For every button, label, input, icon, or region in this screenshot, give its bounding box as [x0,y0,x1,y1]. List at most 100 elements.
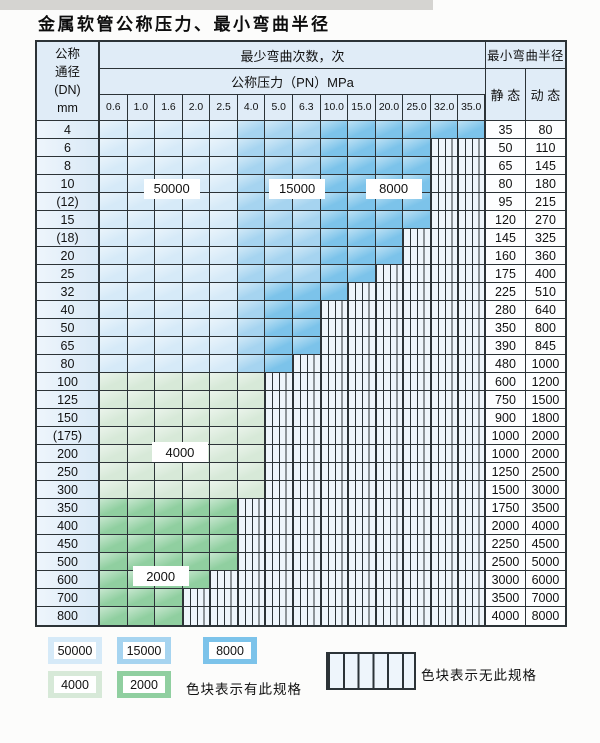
no-spec-cell [430,553,459,571]
spec-cell [100,157,128,175]
no-spec-cell [320,553,349,571]
pressure-tick: 0.6 [100,95,128,121]
no-spec-cell [430,139,459,157]
no-spec-cell [348,445,376,463]
spec-cell [403,121,431,139]
no-spec-cell [430,157,459,175]
no-spec-cell [458,337,486,355]
spec-cell [403,157,431,175]
no-spec-cell [375,463,404,481]
spec-cell [265,355,293,373]
spec-cell [403,211,431,229]
spec-cell [210,391,238,409]
spec-cell [182,157,211,175]
dn-cell: 80 [37,355,100,373]
spec-cell [127,355,156,373]
spec-cell [155,391,183,409]
spec-cell [320,229,349,247]
spec-cell [155,265,183,283]
no-spec-cell [348,463,376,481]
spec-cell [210,427,238,445]
spec-cell [210,247,238,265]
no-spec-cell [430,571,459,589]
no-spec-cell [292,463,321,481]
spec-cell [100,247,128,265]
dn-cell: 450 [37,535,100,553]
no-spec-cell [210,607,238,625]
static-value: 65 [485,157,526,175]
no-spec-cell [430,247,459,265]
dn-cell: 65 [37,337,100,355]
spec-cell [127,535,156,553]
spec-cell [292,301,321,319]
static-value: 175 [485,265,526,283]
no-spec-cell [458,265,486,283]
spec-cell [155,157,183,175]
static-value: 1000 [485,427,526,445]
spec-cell [375,157,404,175]
no-spec-cell [375,499,404,517]
no-spec-cell [348,499,376,517]
no-spec-cell [265,463,293,481]
spec-cell [100,445,128,463]
no-spec-cell [430,229,459,247]
static-value: 1250 [485,463,526,481]
no-spec-cell [375,409,404,427]
no-spec-cell [292,427,321,445]
spec-cell [182,373,211,391]
spec-cell [237,157,266,175]
legend-swatch-4000: 4000 [48,671,102,698]
spec-cell [182,229,211,247]
static-value: 145 [485,229,526,247]
spec-cell [100,229,128,247]
legend-swatch-50000: 50000 [48,637,102,664]
no-spec-cell [458,517,486,535]
spec-cell [100,121,128,139]
spec-cell [155,355,183,373]
no-spec-cell [430,337,459,355]
dynamic-value: 640 [525,301,565,319]
spec-cell [155,121,183,139]
static-value: 750 [485,391,526,409]
no-spec-cell [320,409,349,427]
spec-cell [182,265,211,283]
legend-swatch-label: 15000 [123,642,165,659]
no-spec-cell [320,355,349,373]
grid-overlay-label: 4000 [151,442,208,463]
no-spec-cell [292,409,321,427]
spec-cell [182,301,211,319]
no-spec-cell [403,571,431,589]
no-spec-cell [292,517,321,535]
no-spec-cell [430,463,459,481]
spec-cell [100,535,128,553]
grid-overlay-label: 2000 [132,566,189,587]
no-spec-cell [375,337,404,355]
no-spec-cell [403,481,431,499]
no-spec-cell [320,571,349,589]
no-spec-cell [458,355,486,373]
spec-cell [210,517,238,535]
spec-cell [155,319,183,337]
no-spec-cell [348,373,376,391]
no-spec-cell [265,391,293,409]
no-spec-cell [292,499,321,517]
spec-cell [210,481,238,499]
spec-cell [100,139,128,157]
spec-cell [155,463,183,481]
spec-cell [182,499,211,517]
no-spec-cell [403,499,431,517]
spec-cell [155,427,183,445]
spec-cell [210,463,238,481]
no-spec-cell [430,589,459,607]
spec-cell [292,247,321,265]
no-spec-cell [320,607,349,625]
static-header: 静 态 [485,69,526,121]
spec-cell [237,373,266,391]
legend-swatch-2000: 2000 [117,671,171,698]
no-spec-cell [348,409,376,427]
no-spec-cell [320,499,349,517]
no-spec-cell [430,283,459,301]
no-spec-cell [403,229,431,247]
spec-cell [237,211,266,229]
spec-cell [182,121,211,139]
